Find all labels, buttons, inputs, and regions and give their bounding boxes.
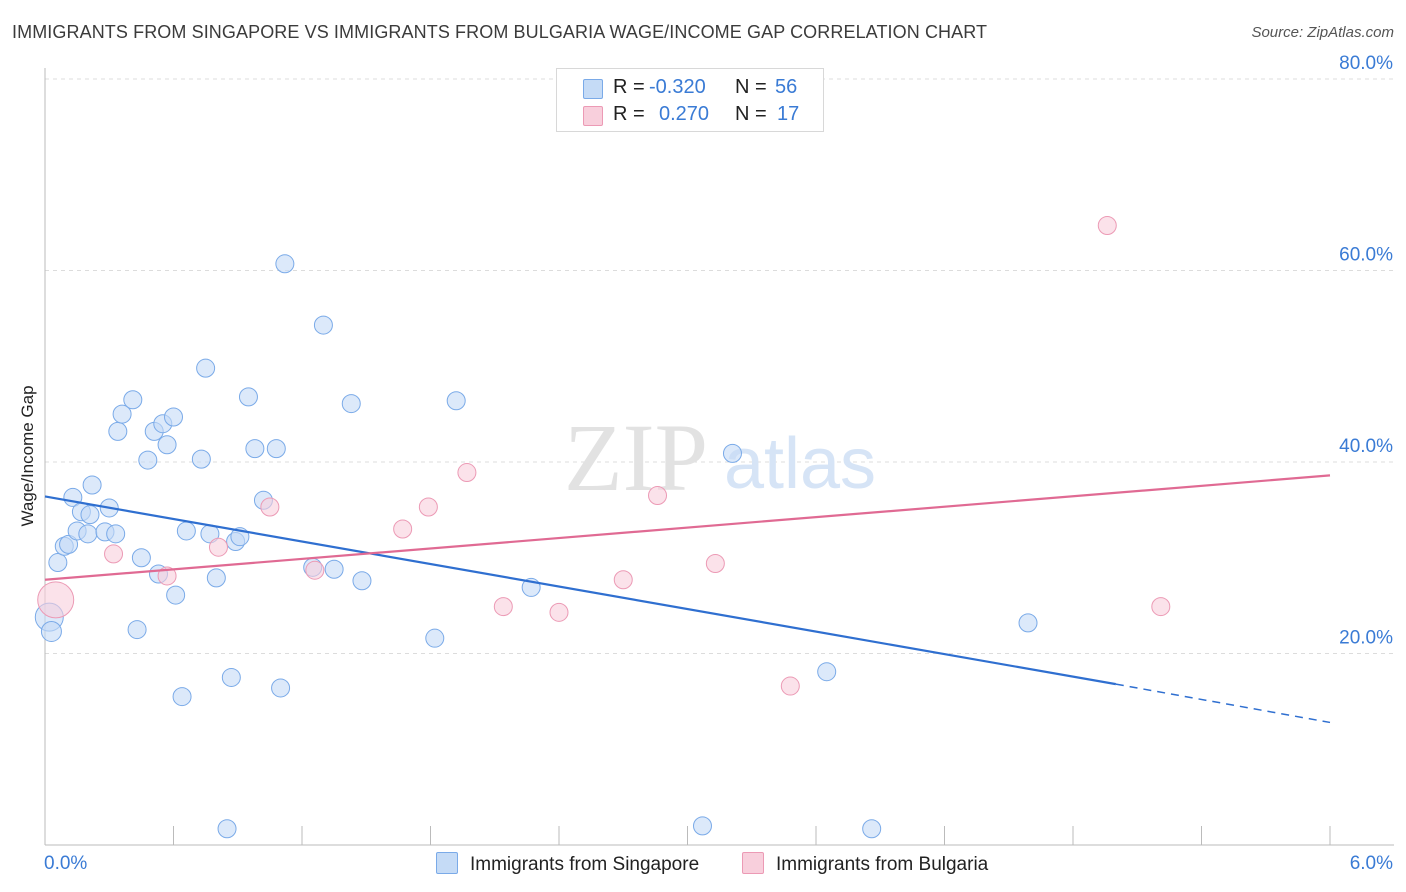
data-points: [34, 215, 1171, 839]
point-singapore: [238, 387, 258, 407]
watermark: ZIP atlas: [564, 404, 876, 511]
correlation-legend: R = -0.320 N = 56 R = 0.270 N = 17: [556, 68, 824, 132]
point-bulgaria: [780, 676, 800, 696]
point-bulgaria: [457, 463, 477, 483]
point-singapore: [217, 819, 237, 839]
legend-n-label: N =: [735, 76, 767, 98]
point-singapore: [271, 678, 291, 698]
trendline-bulgaria: [44, 474, 1331, 581]
legend-row-bulgaria: R = 0.270 N = 17: [557, 101, 823, 129]
point-singapore: [127, 620, 147, 640]
point-singapore: [313, 315, 333, 335]
point-singapore: [164, 407, 183, 427]
point-singapore: [106, 524, 126, 544]
point-bulgaria: [37, 581, 75, 619]
point-singapore: [324, 559, 344, 579]
point-singapore: [1018, 613, 1038, 633]
point-singapore: [123, 390, 143, 410]
point-singapore: [176, 521, 196, 541]
legend-r-value: -0.320: [649, 76, 706, 98]
legend-label-singapore: Immigrants from Singapore: [470, 854, 700, 875]
point-bulgaria: [1151, 597, 1171, 617]
point-singapore: [692, 816, 712, 836]
point-bulgaria: [648, 486, 668, 506]
y-axis-label: Wage/Income Gap: [18, 385, 37, 527]
point-singapore: [40, 620, 62, 642]
legend-n-value: 17: [777, 103, 800, 125]
legend-n-value: 56: [775, 76, 798, 98]
point-bulgaria: [493, 597, 513, 617]
legend-swatch-singapore: [583, 79, 603, 99]
watermark-zip: ZIP: [564, 404, 708, 511]
point-singapore: [266, 439, 286, 459]
x-tick-label: 0.0%: [44, 853, 87, 874]
point-bulgaria: [260, 497, 280, 517]
legend-row-singapore: R = -0.320 N = 56: [557, 74, 823, 102]
axes: [44, 68, 1394, 846]
chart-title: IMMIGRANTS FROM SINGAPORE VS IMMIGRANTS …: [12, 22, 988, 42]
point-bulgaria: [305, 560, 325, 580]
point-singapore: [191, 449, 211, 469]
point-singapore: [112, 404, 132, 424]
legend-n-label: N =: [735, 103, 767, 125]
point-singapore: [206, 568, 226, 588]
point-singapore: [82, 475, 102, 495]
point-singapore: [722, 443, 742, 463]
point-singapore: [425, 628, 445, 648]
tick-labels: 20.0% 40.0% 60.0% 80.0% 0.0% 6.0%: [44, 53, 1393, 874]
point-singapore: [221, 667, 241, 687]
x-tick-label: 6.0%: [1350, 853, 1393, 874]
point-singapore: [138, 450, 158, 470]
point-bulgaria: [208, 537, 228, 557]
point-bulgaria: [393, 519, 413, 539]
y-tick-label: 20.0%: [1339, 628, 1393, 649]
point-singapore: [131, 548, 151, 568]
point-bulgaria: [549, 602, 569, 622]
legend-swatch-singapore: [436, 852, 458, 874]
legend-r-value: 0.270: [659, 103, 710, 125]
point-singapore: [862, 819, 882, 839]
point-singapore: [172, 687, 192, 707]
point-singapore: [157, 435, 177, 455]
legend-item-bulgaria: Immigrants from Bulgaria: [742, 852, 988, 876]
point-bulgaria: [705, 553, 725, 573]
point-singapore: [341, 394, 361, 414]
legend-r-label: R =: [613, 103, 645, 125]
point-singapore: [59, 534, 79, 554]
y-tick-label: 80.0%: [1339, 53, 1393, 74]
point-bulgaria: [104, 544, 124, 564]
point-singapore: [352, 571, 372, 591]
trendline-singapore: [44, 495, 1117, 686]
point-bulgaria: [418, 497, 438, 517]
legend-swatch-bulgaria: [583, 106, 603, 126]
trend-lines: [44, 474, 1331, 724]
y-tick-label: 60.0%: [1339, 245, 1393, 266]
point-singapore: [108, 421, 128, 441]
point-bulgaria: [613, 570, 633, 590]
point-singapore: [78, 524, 98, 544]
point-singapore: [446, 391, 466, 411]
trendline-singapore-extension: [1115, 683, 1331, 724]
source-label: Source: ZipAtlas.com: [1251, 24, 1394, 41]
point-singapore: [196, 358, 216, 378]
point-singapore: [275, 254, 295, 274]
point-singapore: [80, 505, 100, 525]
point-bulgaria: [1097, 215, 1117, 235]
watermark-atlas: atlas: [724, 424, 876, 504]
point-singapore: [166, 585, 186, 605]
point-bulgaria: [157, 566, 177, 586]
point-singapore: [48, 553, 68, 573]
point-singapore: [245, 439, 265, 459]
point-singapore: [817, 662, 837, 682]
legend-item-singapore: Immigrants from Singapore: [436, 852, 699, 876]
legend-swatch-bulgaria: [742, 852, 764, 874]
y-tick-label: 40.0%: [1339, 436, 1393, 457]
legend-label-bulgaria: Immigrants from Bulgaria: [776, 854, 989, 875]
legend-r-label: R =: [613, 76, 645, 98]
